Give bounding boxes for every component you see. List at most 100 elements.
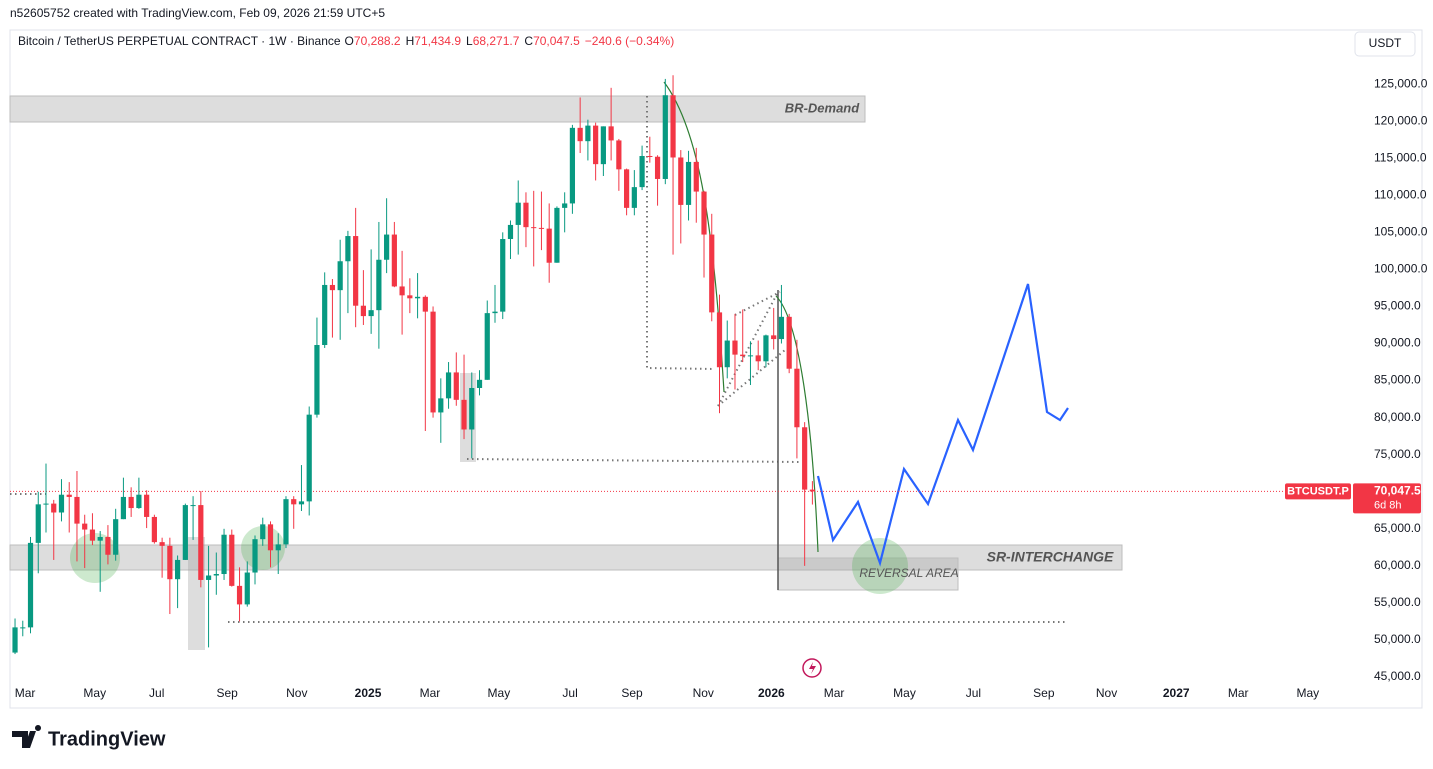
candle-body [438, 398, 444, 413]
x-tick-label: Jul [149, 686, 164, 700]
y-tick-label: 95,000.0 [1374, 299, 1421, 313]
y-tick-label: 105,000.0 [1374, 225, 1428, 239]
x-tick-label: 2025 [355, 686, 382, 700]
candle-body [445, 372, 452, 399]
y-tick-label: 90,000.0 [1374, 336, 1421, 350]
candle-body [492, 311, 498, 314]
candle-body [422, 296, 428, 312]
candle-body [585, 125, 591, 142]
candle-body [74, 496, 80, 524]
symbol-tag-bg [1285, 483, 1351, 500]
candle-body [260, 524, 266, 540]
candle-body [12, 627, 18, 653]
circle-marker [241, 526, 285, 570]
candle-body [794, 368, 800, 428]
candle-body [120, 496, 127, 520]
candle-body [577, 127, 583, 142]
candle-body [198, 505, 204, 580]
candle-body [205, 575, 212, 580]
chart-frame [9, 29, 1423, 709]
legend-key: O [345, 34, 354, 48]
candle-body [802, 427, 808, 490]
y-tick-label: 110,000.0 [1374, 187, 1427, 201]
candle-body [624, 169, 630, 208]
candle-body [786, 316, 792, 369]
candle-body [507, 224, 514, 240]
candle-body [275, 544, 281, 551]
candle-body [593, 125, 599, 165]
x-tick-label: May [893, 686, 916, 700]
candle-body [221, 534, 227, 575]
candle-body [569, 127, 576, 204]
symbol-tag: BTCUSDT.P [1287, 485, 1349, 497]
x-tick-label: May [1297, 686, 1320, 700]
candle-body [469, 387, 475, 430]
x-tick-label: Jul [562, 686, 577, 700]
currency[interactable]: USDT [1369, 36, 1402, 50]
y-tick-label: 115,000.0 [1374, 150, 1427, 164]
candle-body [538, 227, 545, 229]
candle-body [105, 536, 111, 555]
x-tick-label: Jul [966, 686, 981, 700]
candle-body [229, 534, 235, 586]
candle-body [167, 545, 173, 580]
candle-body [407, 295, 413, 299]
legend-change: −240.6 (−0.34%) [585, 34, 674, 48]
candle-body [755, 355, 761, 362]
candle-body [190, 505, 196, 507]
x-tick-label: Nov [693, 686, 714, 700]
candle-body [531, 227, 537, 229]
dotted-line [646, 96, 716, 370]
dotted-line [717, 291, 786, 407]
candle-body [43, 503, 49, 505]
y-tick-label: 60,000.0 [1374, 558, 1421, 572]
candle-body [763, 335, 769, 362]
candle-body [701, 191, 707, 235]
candle-body [51, 503, 57, 513]
logo-mark [12, 725, 42, 748]
br-demand-zone [9, 95, 866, 123]
y-tick-label: 80,000.0 [1374, 410, 1421, 424]
candle-body [151, 516, 157, 543]
x-tick-label: 2026 [758, 686, 785, 700]
candle-body [662, 95, 668, 179]
candle-body [306, 414, 312, 502]
candle-body [159, 542, 165, 546]
x-tick-label: May [83, 686, 106, 700]
x-tick-label: Nov [1096, 686, 1117, 700]
candle-body [136, 494, 142, 509]
event-icon-bolt [809, 662, 816, 674]
candle-body [252, 539, 258, 573]
candle-body [89, 529, 96, 541]
legend-value: 68,271.7 [473, 34, 520, 48]
footer-logo [12, 725, 42, 748]
x-tick-label: Mar [1228, 686, 1249, 700]
legend-value: 71,434.9 [414, 34, 461, 48]
candle-body [236, 585, 243, 605]
curve [775, 295, 819, 553]
x-tick-label: Sep [621, 686, 643, 700]
y-tick-label: 65,000.0 [1374, 521, 1421, 535]
candle-body [639, 155, 645, 188]
candle-body [562, 203, 568, 208]
candle-body [345, 236, 351, 262]
x-tick-label: Mar [15, 686, 36, 700]
annotation-label: REVERSAL AREA [859, 566, 958, 580]
projection-path [816, 283, 1069, 567]
candle-body [670, 95, 676, 158]
candle-body [678, 157, 684, 205]
currency-button[interactable] [1354, 31, 1416, 57]
candle-body [353, 236, 359, 306]
x-tick-label: Sep [1033, 686, 1055, 700]
candle-body [554, 207, 560, 263]
candle-body [97, 536, 103, 541]
candle-body [113, 519, 119, 555]
reversal-zone [777, 557, 959, 591]
candle-body [724, 340, 730, 368]
candle-body [747, 355, 754, 357]
candle-body [732, 340, 738, 355]
legend-value: 70,288.2 [354, 34, 401, 48]
legend-value: 70,047.5 [533, 34, 580, 48]
candle-body [500, 239, 506, 312]
